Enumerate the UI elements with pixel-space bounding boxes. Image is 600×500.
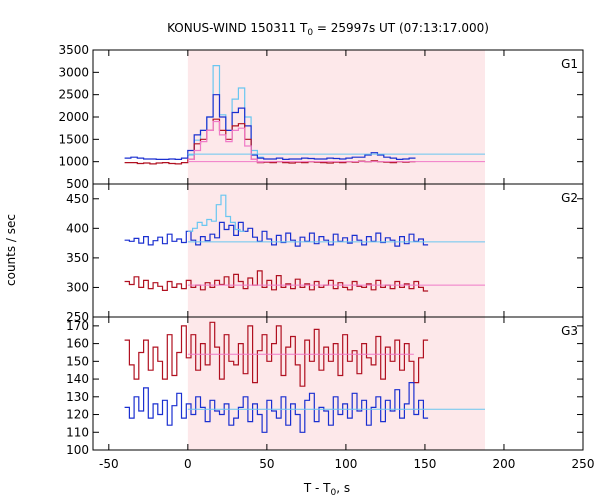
y-tick-label-g1: 500 (66, 177, 89, 191)
axes-layer: 500100015002000250030003500G125030035040… (58, 43, 594, 471)
chart-title-main: KONUS-WIND 150311 T (167, 21, 308, 35)
series-g2-light_blue-1 (187, 194, 245, 232)
y-tick-label-g2: 400 (66, 221, 89, 235)
y-tick-label-g1: 2500 (58, 88, 89, 102)
y-tick-label-g1: 2000 (58, 110, 89, 124)
panel-g3 (124, 321, 485, 433)
panel-label-g2: G2 (561, 191, 578, 205)
x-tick-label: 250 (572, 457, 595, 471)
series-g3-red-0 (124, 321, 429, 387)
y-tick-label-g1: 1500 (58, 132, 89, 146)
y-tick-label-g3: 120 (66, 408, 89, 422)
y-axis-label: counts / sec (4, 214, 18, 286)
x-tick-label: 0 (184, 457, 192, 471)
series-g1-blue-1 (124, 94, 416, 160)
data-layer (124, 65, 485, 433)
y-tick-label-g2: 250 (66, 310, 89, 324)
x-tick-label: -50 (99, 457, 119, 471)
x-tick-label: 150 (413, 457, 436, 471)
y-tick-label-g3: 100 (66, 443, 89, 457)
x-tick-label: 50 (259, 457, 274, 471)
y-tick-label-g3: 130 (66, 390, 89, 404)
chart-title-subscript: 0 (307, 28, 313, 38)
series-g2-red-2 (124, 270, 429, 292)
y-tick-label-g2: 450 (66, 192, 89, 206)
x-axis-label-rest: , s (336, 481, 350, 495)
panel-g1 (124, 65, 485, 165)
panel-g2 (124, 194, 485, 292)
shaded-interval (187, 50, 485, 450)
panel-label-g3: G3 (561, 324, 578, 338)
y-tick-label-g1: 3500 (58, 43, 89, 57)
y-tick-label-g1: 3000 (58, 65, 89, 79)
x-axis-label: T - T0, s (303, 481, 350, 498)
x-tick-label: 200 (493, 457, 516, 471)
series-g1-pink-3 (187, 120, 264, 163)
series-g2-blue-0 (124, 221, 429, 247)
y-tick-label-g2: 300 (66, 280, 89, 294)
x-axis-label-main: T - T (303, 481, 331, 495)
y-tick-label-g3: 110 (66, 425, 89, 439)
y-tick-label-g3: 160 (66, 337, 89, 351)
panel-label-g1: G1 (561, 57, 578, 71)
panel-frame-g3 (92, 316, 584, 451)
y-tick-label-g1: 1000 (58, 155, 89, 169)
y-tick-label-g2: 350 (66, 251, 89, 265)
x-axis-label-subscript: 0 (331, 488, 337, 498)
y-tick-label-g3: 140 (66, 372, 89, 386)
y-tick-label-g3: 170 (66, 319, 89, 333)
chart-title: KONUS-WIND 150311 T0 = 25997s UT (07:13:… (167, 21, 489, 38)
y-tick-label-g3: 150 (66, 354, 89, 368)
series-g3-blue-1 (124, 382, 429, 433)
shaded-interval-rect (187, 50, 485, 450)
x-tick-label: 100 (334, 457, 357, 471)
chart-title-rest: = 25997s UT (07:13:17.000) (313, 21, 489, 35)
